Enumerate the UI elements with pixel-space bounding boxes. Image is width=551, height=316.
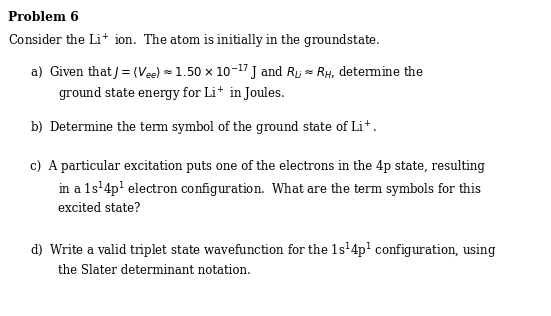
Text: a)  Given that $J = \langle V_{ee} \rangle \approx 1.50 \times 10^{-17}$ J and $: a) Given that $J = \langle V_{ee} \rangl… <box>30 63 424 83</box>
Text: excited state?: excited state? <box>58 202 141 215</box>
Text: ground state energy for Li$^+$ in Joules.: ground state energy for Li$^+$ in Joules… <box>58 85 285 104</box>
Text: the Slater determinant notation.: the Slater determinant notation. <box>58 264 251 277</box>
Text: Consider the Li$^+$ ion.  The atom is initially in the groundstate.: Consider the Li$^+$ ion. The atom is ini… <box>8 33 381 52</box>
Text: d)  Write a valid triplet state wavefunction for the 1s$^1$4p$^1$ configuration,: d) Write a valid triplet state wavefunct… <box>30 242 496 261</box>
Text: Problem 6: Problem 6 <box>8 11 79 24</box>
Text: b)  Determine the term symbol of the ground state of Li$^+$.: b) Determine the term symbol of the grou… <box>30 120 377 138</box>
Text: c)  A particular excitation puts one of the electrons in the 4p state, resulting: c) A particular excitation puts one of t… <box>30 160 485 173</box>
Text: in a 1s$^1$4p$^1$ electron configuration.  What are the term symbols for this: in a 1s$^1$4p$^1$ electron configuration… <box>58 181 482 200</box>
